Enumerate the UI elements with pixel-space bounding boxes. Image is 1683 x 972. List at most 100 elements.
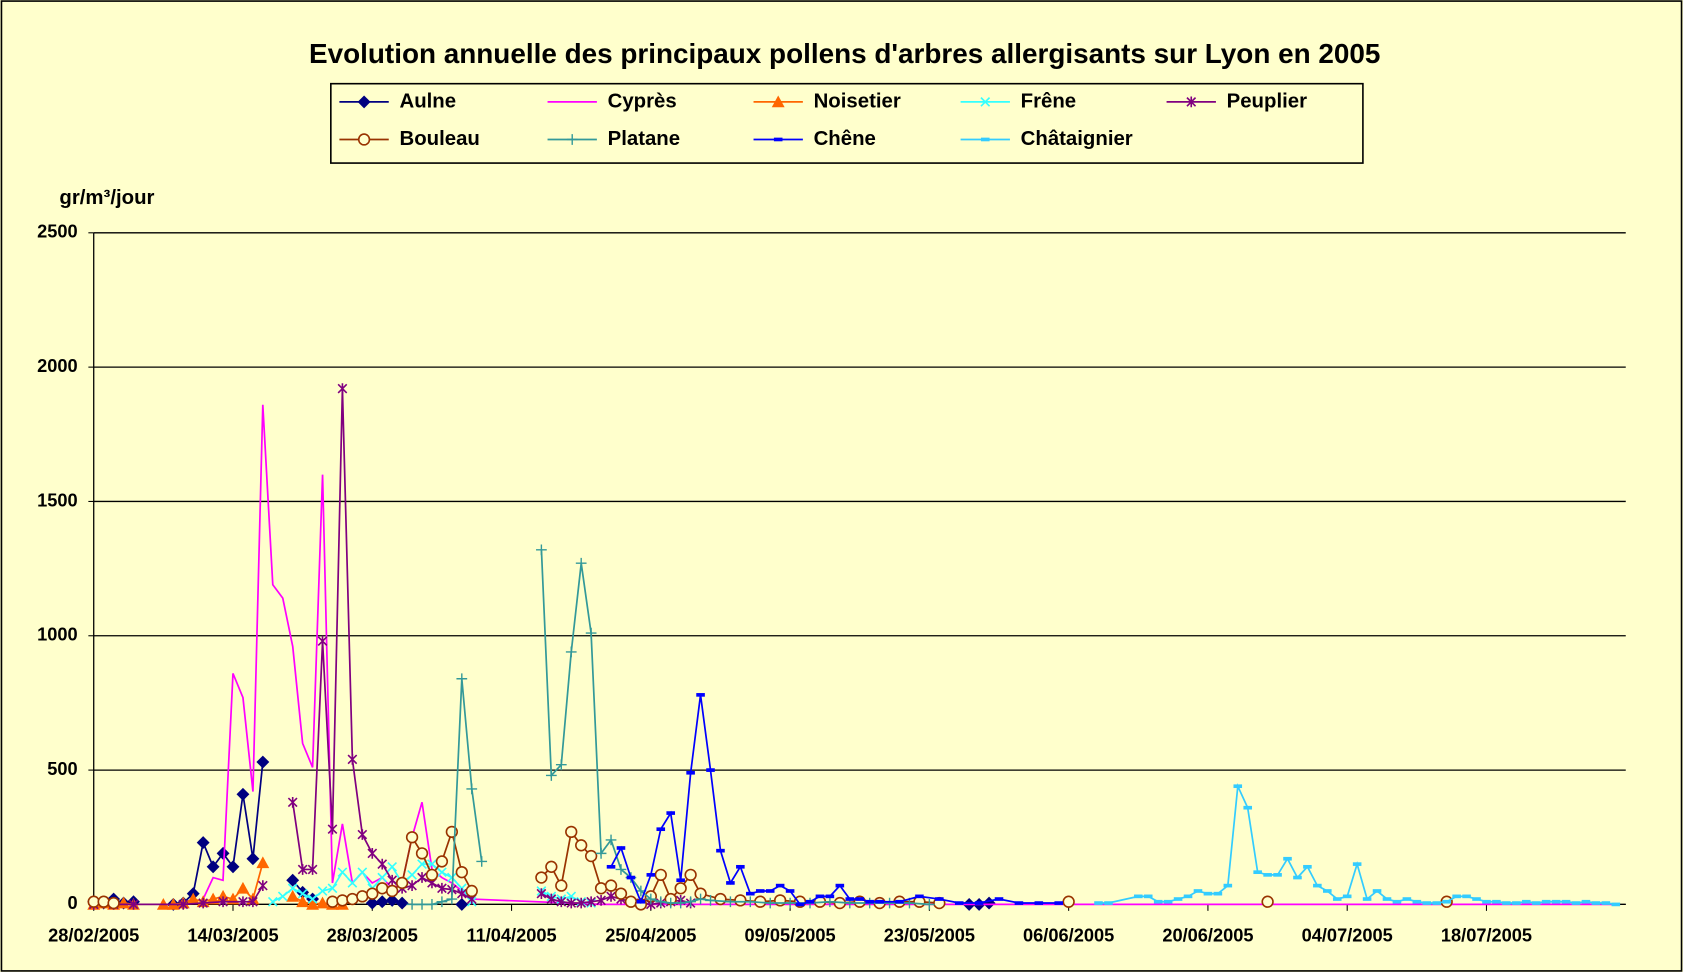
marker [556,896,567,908]
marker [1412,899,1422,904]
marker [974,901,984,905]
marker [755,889,765,893]
marker [1261,895,1274,908]
marker [447,872,457,883]
marker [575,839,588,852]
marker [417,872,427,883]
marker [405,831,419,844]
marker [1512,901,1521,905]
marker [466,783,478,795]
marker [327,823,338,835]
marker [1293,875,1302,880]
y-tick-label: 500 [47,758,77,779]
marker [576,897,587,909]
marker [614,887,628,900]
marker [317,886,328,896]
marker [675,897,687,909]
marker [773,137,783,142]
marker [705,895,716,906]
marker [744,896,756,908]
marker [248,896,258,908]
y-axis-label: gr/m³/jour [59,187,154,209]
marker [476,856,488,867]
x-tick-label: 06/06/2005 [1023,924,1114,945]
marker [1352,862,1362,866]
marker [1611,902,1621,907]
marker [736,864,745,869]
marker [636,899,646,904]
marker [97,895,110,908]
marker [326,895,339,908]
legend-label: Châtaignier [1021,128,1133,150]
marker [356,890,369,903]
marker [1173,897,1183,901]
marker [357,867,368,878]
marker [1186,96,1197,108]
marker [1283,856,1292,861]
marker [686,770,695,775]
y-tick-label: 1500 [37,489,78,510]
x-tick-label: 25/04/2005 [605,924,696,945]
marker [536,888,547,900]
marker [297,888,308,899]
marker [1062,895,1075,908]
marker [1143,894,1153,899]
marker [654,868,667,882]
marker [436,896,448,908]
marker [535,871,548,884]
marker [238,896,248,908]
marker [1422,901,1432,905]
marker [178,899,189,910]
marker [455,866,468,879]
marker [1193,889,1203,893]
legend-label: Chêne [814,128,876,150]
marker [665,897,677,909]
marker [437,867,447,878]
marker [306,897,320,910]
marker [1203,891,1213,896]
marker [695,893,706,905]
marker [645,893,657,905]
marker [1472,897,1481,901]
marker [565,646,577,658]
marker [884,897,895,909]
marker [327,883,338,894]
marker [716,848,725,853]
marker [117,896,131,909]
marker [994,897,1004,901]
y-tick-label: 2000 [37,355,78,376]
marker [594,882,608,895]
marker [684,868,697,882]
marker [714,892,727,906]
marker [676,878,685,883]
marker [915,894,924,899]
x-tick-label: 23/05/2005 [884,924,975,945]
marker [835,883,845,888]
marker [357,829,368,840]
marker [316,896,329,909]
marker [1104,901,1113,905]
marker [784,897,796,909]
marker [337,867,348,878]
marker [656,827,666,832]
marker [1133,894,1143,899]
marker [437,882,447,894]
marker [465,884,478,898]
legend-label: Noisetier [814,90,901,112]
marker [555,759,567,771]
marker [685,896,696,908]
marker [586,896,596,908]
marker [536,544,547,556]
marker [257,880,268,891]
marker [655,896,667,908]
marker [1034,901,1044,905]
marker [415,847,429,860]
marker [1183,894,1193,899]
marker [367,848,378,859]
marker [107,896,120,910]
marker [128,899,139,910]
legend-label: Peuplier [1227,90,1307,112]
marker [1402,897,1412,901]
marker [456,888,467,900]
marker [277,891,288,902]
